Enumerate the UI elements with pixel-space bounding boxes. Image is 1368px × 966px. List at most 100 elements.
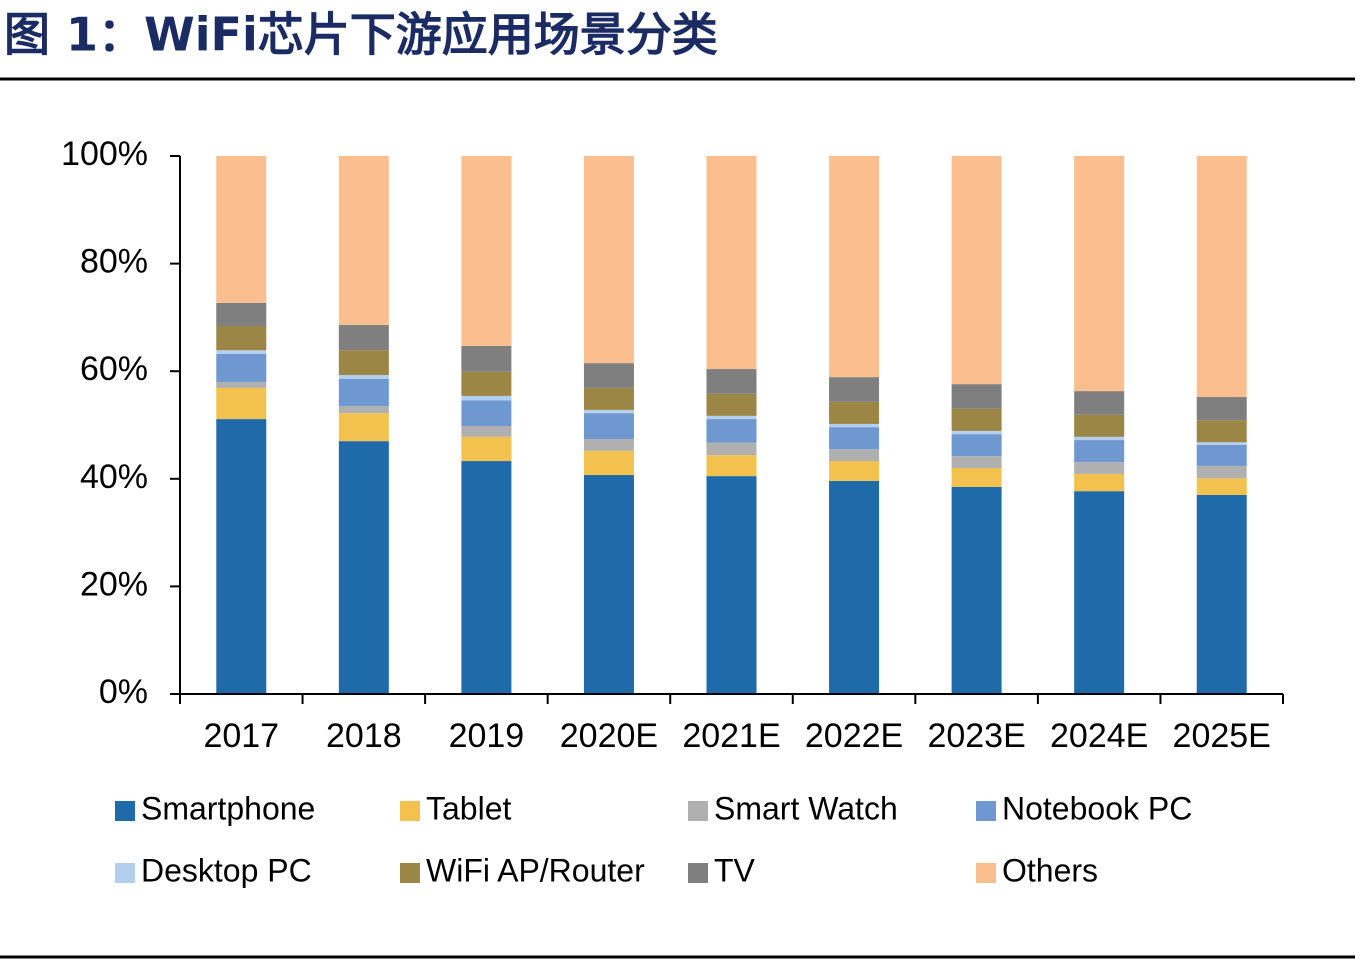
- bar-segment: [338, 441, 389, 694]
- bar-segment: [583, 387, 634, 410]
- legend-label: Smart Watch: [714, 790, 898, 826]
- x-tick-label: 2018: [326, 717, 402, 755]
- bar-segment: [1074, 156, 1125, 392]
- bar-segment: [829, 156, 880, 378]
- bar-segment: [706, 476, 757, 694]
- bar-segment: [1196, 465, 1247, 479]
- x-tick-label: 2017: [203, 717, 279, 755]
- y-tick-label: 80%: [80, 243, 148, 281]
- legend-swatch: [400, 801, 420, 821]
- legend-swatch: [688, 863, 708, 883]
- bar-segment: [1196, 494, 1247, 694]
- bar-segment: [829, 401, 880, 424]
- bar-segment: [338, 324, 389, 351]
- bar-segment: [706, 455, 757, 477]
- bar-segment: [1196, 478, 1247, 495]
- bar-segment: [216, 419, 267, 694]
- bar-segment: [583, 438, 634, 451]
- legend-swatch: [976, 863, 996, 883]
- x-tick-label: 2024E: [1050, 717, 1148, 755]
- bar-segment: [951, 430, 1002, 435]
- bar-segment: [338, 350, 389, 375]
- legend-swatch: [400, 863, 420, 883]
- bar-segment: [216, 381, 267, 388]
- legend-swatch: [115, 863, 135, 883]
- bar-segment: [216, 350, 267, 354]
- legend-label: Tablet: [426, 790, 512, 826]
- bar-segment: [216, 302, 267, 327]
- legend-swatch: [115, 801, 135, 821]
- bar-segment: [1196, 444, 1247, 466]
- x-tick-label: 2021E: [682, 717, 780, 755]
- bar-segment: [461, 436, 512, 462]
- bar-segment: [1074, 391, 1125, 415]
- bar-segment: [706, 369, 757, 394]
- bar-segment: [829, 423, 880, 428]
- bar-segment: [706, 415, 757, 420]
- bar-segment: [951, 384, 1002, 409]
- bar-segment: [583, 450, 634, 476]
- bar-segment: [461, 426, 512, 437]
- bar-segment: [1196, 420, 1247, 443]
- legend-label: Desktop PC: [141, 852, 312, 888]
- x-tick-label: 2022E: [805, 717, 903, 755]
- y-tick-label: 60%: [80, 350, 148, 388]
- bar-segment: [829, 427, 880, 450]
- bar-segment: [216, 353, 267, 382]
- bar-segment: [829, 480, 880, 694]
- bar-segment: [1074, 414, 1125, 437]
- bar-segment: [338, 413, 389, 442]
- bar-segment: [829, 461, 880, 481]
- legend-label: Smartphone: [141, 790, 315, 826]
- legend-label: Notebook PC: [1002, 790, 1192, 826]
- y-tick-label: 40%: [80, 458, 148, 496]
- bar-segment: [706, 442, 757, 456]
- bar-segment: [1074, 462, 1125, 474]
- bar-segment: [706, 419, 757, 443]
- bar-segment: [461, 400, 512, 427]
- bar-segment: [1074, 440, 1125, 463]
- bar-segment: [583, 413, 634, 439]
- bar-segment: [216, 326, 267, 351]
- bar-segment: [1196, 156, 1247, 398]
- bar-segment: [338, 156, 389, 325]
- bar-segment: [216, 156, 267, 303]
- bar-segment: [951, 408, 1002, 431]
- x-tick-label: 2020E: [560, 717, 658, 755]
- bar-segment: [338, 374, 389, 379]
- y-tick-label: 100%: [61, 135, 148, 173]
- bar-segment: [583, 409, 634, 414]
- legend-label: Others: [1002, 852, 1098, 888]
- bar-segment: [461, 345, 512, 372]
- bar-segment: [951, 156, 1002, 385]
- bar-segment: [829, 377, 880, 402]
- legend-label: WiFi AP/Router: [426, 852, 645, 888]
- legend-label: TV: [714, 852, 756, 888]
- bar-segment: [951, 434, 1002, 457]
- bar-segment: [461, 461, 512, 694]
- bar-segment: [951, 456, 1002, 469]
- bar-segment: [951, 468, 1002, 487]
- bar-segment: [338, 406, 389, 414]
- bar-segment: [461, 156, 512, 346]
- legend-swatch: [688, 801, 708, 821]
- x-tick-label: 2023E: [927, 717, 1025, 755]
- y-tick-label: 0%: [99, 673, 148, 711]
- bar-segment: [706, 156, 757, 370]
- legend-swatch: [976, 801, 996, 821]
- bar-segment: [1074, 436, 1125, 441]
- x-tick-label: 2025E: [1173, 717, 1271, 755]
- bar-segment: [1074, 473, 1125, 492]
- bar-segment: [829, 449, 880, 462]
- bar-segment: [583, 475, 634, 694]
- bar-segment: [951, 486, 1002, 694]
- bar-segment: [338, 378, 389, 407]
- bar-segment: [706, 393, 757, 416]
- bar-segment: [216, 387, 267, 420]
- bar-segment: [461, 371, 512, 396]
- bar-segment: [461, 395, 512, 401]
- bar-segment: [1074, 491, 1125, 694]
- x-tick-label: 2019: [449, 717, 525, 755]
- bar-segment: [1196, 397, 1247, 421]
